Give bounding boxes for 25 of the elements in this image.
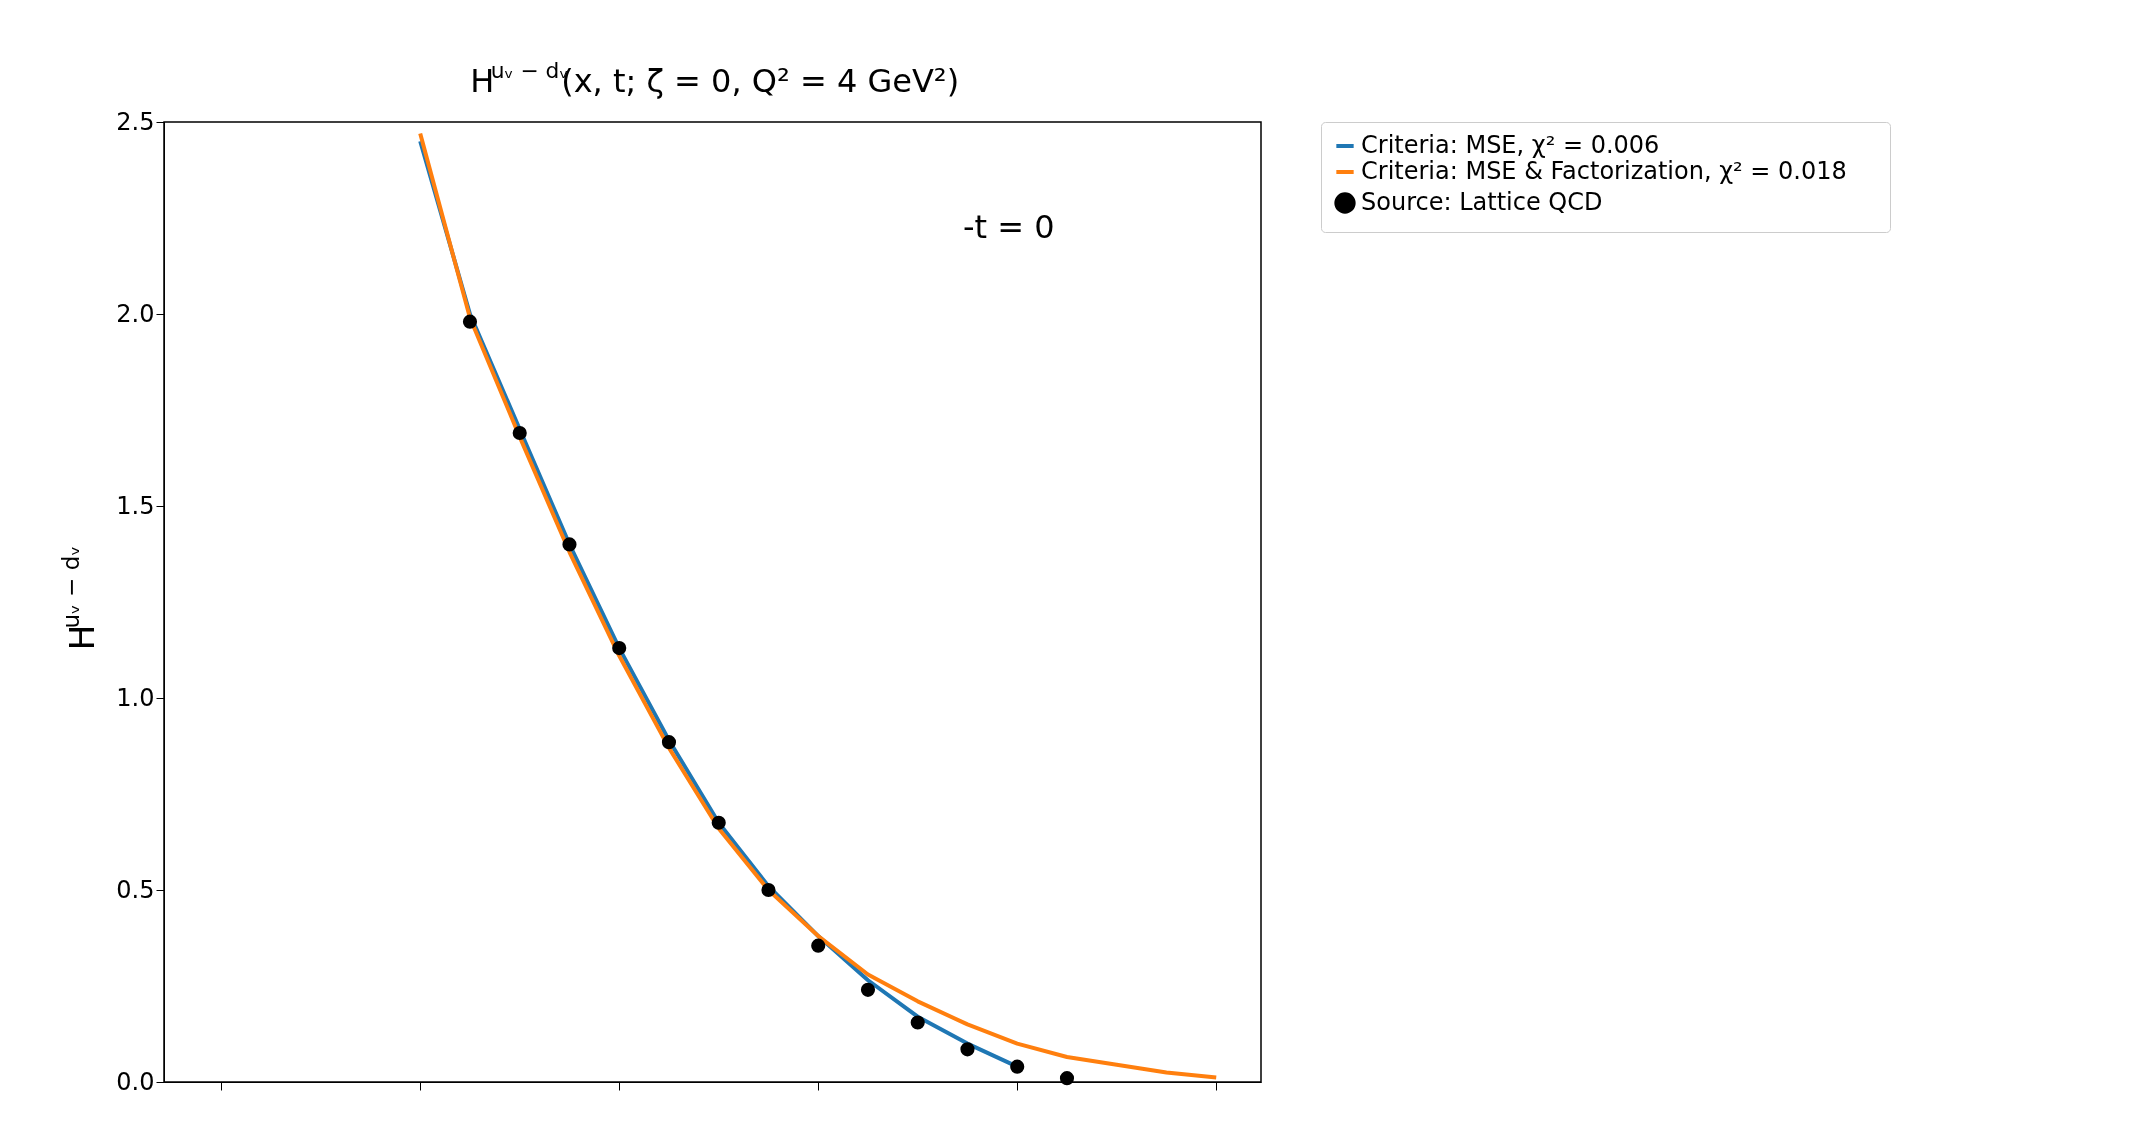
point [860,982,876,997]
point [462,314,478,329]
y-tick-label: 2.0 [116,299,155,328]
annotation: -t = 0 [962,207,1055,246]
y-tick-label: 0.0 [116,1067,155,1096]
point [811,938,826,953]
point [661,735,677,750]
y-tick-label: 1.0 [116,683,155,712]
point [1010,1059,1025,1074]
point [512,425,527,441]
y-tick-label: 1.5 [116,491,155,520]
point [1059,1071,1075,1086]
point [711,815,726,830]
legend-label: Source: Lattice QCD [1361,188,1603,216]
point [562,537,577,552]
legend-label: Criteria: MSE & Factorization, χ² = 0.018 [1361,157,1847,185]
y-tick-label: 0.5 [116,875,155,904]
point [910,1015,925,1030]
point [960,1042,975,1057]
point [612,641,627,656]
y-axis-title: Huᵥ − dᵥ [57,545,102,651]
legend-label: Criteria: MSE, χ² = 0.006 [1361,131,1660,159]
y-tick-label: 2.5 [116,107,155,136]
point [761,882,776,898]
line-series [418,131,1219,1080]
